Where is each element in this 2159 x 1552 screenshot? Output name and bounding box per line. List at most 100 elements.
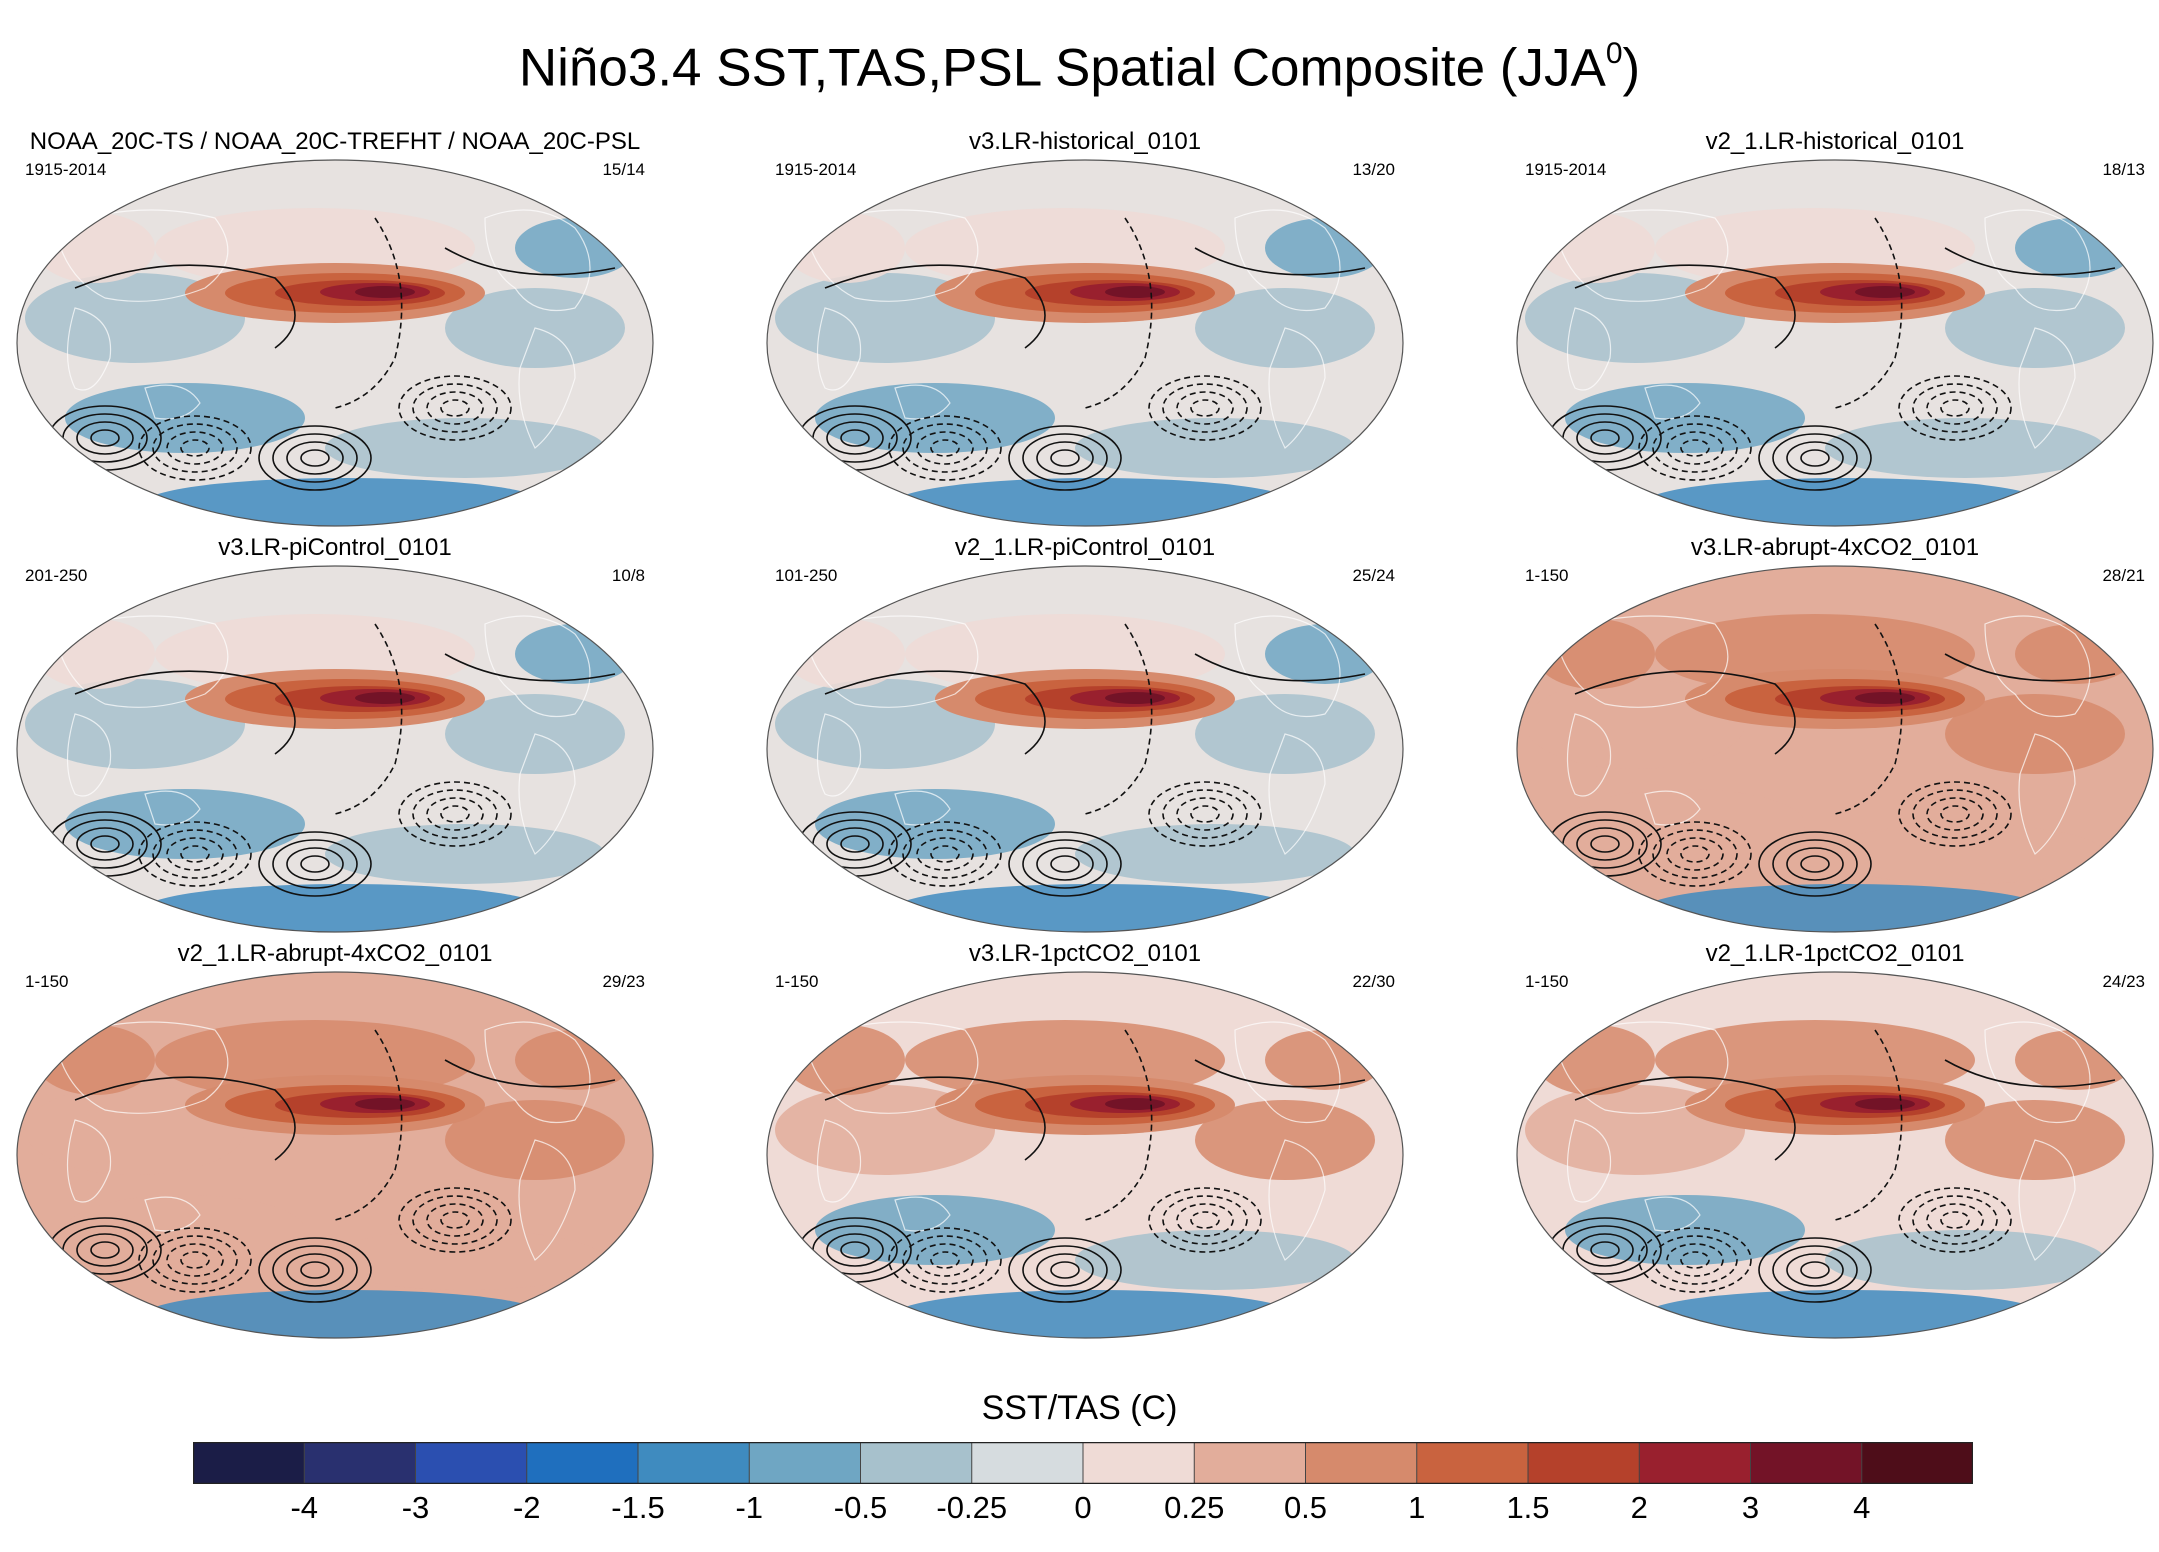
coastline (54, 615, 229, 708)
psl-contour (1190, 805, 1220, 823)
panel-years: 1-150 (25, 972, 69, 991)
psl-contour (166, 431, 224, 465)
psl-contour (1190, 399, 1220, 417)
panel-title: v3.LR-abrupt-4xCO2_0101 (1690, 534, 1980, 561)
psl-contour (1940, 399, 1970, 417)
coastline (816, 1119, 862, 1203)
anomaly-region (2015, 1030, 2135, 1090)
panel-counts: 10/8 (611, 566, 645, 585)
psl-contour (440, 1211, 470, 1229)
anomaly-region (65, 1195, 305, 1265)
coastline (484, 1021, 591, 1124)
psl-contour (1680, 845, 1710, 863)
nino-warm-tongue (355, 692, 415, 704)
map-svg (16, 565, 654, 933)
anomaly-region (515, 624, 635, 684)
psl-contour (1944, 1059, 2116, 1088)
psl-contour (1148, 375, 1262, 441)
coastline (894, 384, 951, 420)
anomaly-region (1075, 1230, 1355, 1290)
globe-map (1515, 564, 2155, 934)
coastline (2018, 327, 2076, 449)
colorbar-segment (1639, 1442, 1751, 1484)
colorbar-tick-label: -3 (401, 1490, 430, 1525)
nino-warm-tongue (1855, 692, 1915, 704)
psl-contour (300, 1261, 330, 1279)
map-outline (766, 971, 1404, 1339)
psl-contour (840, 1241, 870, 1259)
map-outline (16, 971, 654, 1339)
psl-contour (1666, 837, 1724, 871)
anomaly-region (325, 418, 605, 478)
map-panel: v2_1.LR-historical_0101 1915-2014 18/13 (1505, 128, 2159, 528)
psl-contour (840, 429, 870, 447)
map-panel: v3.LR-historical_0101 1915-2014 13/20 (755, 128, 1415, 528)
colorbar-segment (1861, 1442, 1973, 1484)
psl-contour (1590, 429, 1620, 447)
psl-contour (1898, 375, 2012, 441)
coastline (1984, 209, 2091, 312)
anomaly-region (1265, 218, 1385, 278)
coastline (1234, 1021, 1341, 1124)
psl-contour (1008, 425, 1122, 491)
colorbar-frame (193, 1442, 1973, 1484)
panel-counts: 13/20 (1352, 160, 1395, 179)
nino-warm-tongue (1855, 286, 1915, 298)
psl-contour (426, 1203, 484, 1237)
psl-contour (1590, 1241, 1620, 1259)
psl-contour (1022, 839, 1108, 889)
coastline (1566, 713, 1612, 797)
map-svg (16, 971, 654, 1339)
colorbar-segment (749, 1442, 861, 1484)
anomaly-region (1075, 824, 1355, 884)
psl-contour (1176, 1203, 1234, 1237)
map-panel: v2_1.LR-piControl_0101 101-250 25/24 (755, 534, 1415, 934)
psl-contour (74, 264, 296, 349)
anomaly-region (815, 789, 1055, 859)
anomaly-region (1265, 624, 1385, 684)
psl-contour (440, 399, 470, 417)
coastline (1984, 1021, 2091, 1124)
map-outline (16, 565, 654, 933)
psl-contour (444, 1059, 616, 1088)
psl-contour (138, 415, 252, 481)
anomaly-region (1565, 789, 1805, 859)
psl-contour (1176, 391, 1234, 425)
coastline (2018, 1139, 2076, 1261)
map-panel: v3.LR-1pctCO2_0101 1-150 22/30 (755, 940, 1415, 1340)
coastline (66, 1119, 112, 1203)
panel-title: v2_1.LR-historical_0101 (1705, 128, 1965, 155)
colorbar-tick-label: 1 (1408, 1490, 1426, 1525)
psl-contour (1638, 821, 1752, 887)
anomaly-region (815, 383, 1055, 453)
panel-years: 1-150 (1525, 972, 1569, 991)
psl-contour (1194, 1059, 1366, 1088)
anomaly-region (1565, 383, 1805, 453)
coastline (1554, 615, 1729, 708)
colorbar-tick-label: 0.25 (1164, 1490, 1225, 1525)
psl-contour (258, 425, 372, 491)
anomaly-region (325, 1230, 605, 1290)
psl-contour (1050, 855, 1080, 873)
psl-contour (1194, 247, 1366, 276)
psl-contour (930, 845, 960, 863)
colorbar-segment (1194, 1442, 1306, 1484)
psl-contour (272, 839, 358, 889)
globe-map (765, 564, 1405, 934)
psl-contour (1576, 827, 1634, 861)
psl-contour (166, 1243, 224, 1277)
psl-contour (902, 1235, 988, 1285)
colorbar (193, 1442, 1973, 1484)
psl-contour (152, 423, 238, 473)
psl-contour (1786, 847, 1844, 881)
psl-contour (1912, 383, 1998, 433)
psl-contour (1666, 1243, 1724, 1277)
psl-contour (272, 1245, 358, 1295)
anomaly-region (815, 1195, 1055, 1265)
globe-map (15, 564, 655, 934)
colorbar-tick-label: -0.25 (936, 1490, 1008, 1525)
psl-contour (286, 441, 344, 475)
coastline (484, 615, 591, 718)
coastline (54, 209, 229, 302)
psl-contour (1666, 431, 1724, 465)
